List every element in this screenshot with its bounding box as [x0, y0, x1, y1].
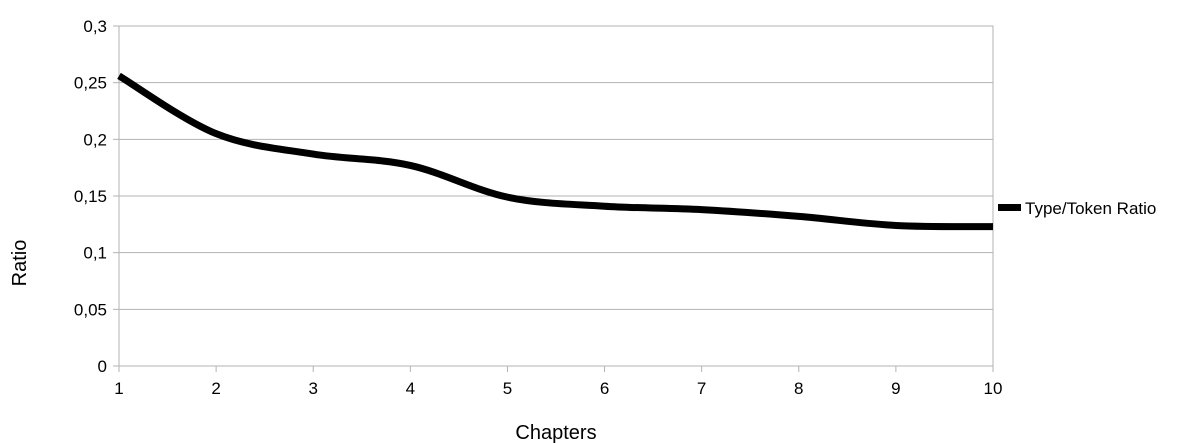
legend-label: Type/Token Ratio — [1025, 199, 1156, 218]
y-tick-label: 0,05 — [74, 300, 107, 319]
y-tick-label: 0,3 — [83, 17, 107, 36]
y-tick-label: 0,1 — [83, 244, 107, 263]
y-axis-label: Ratio — [9, 240, 31, 287]
x-axis-ticks: 1 2 3 4 5 6 7 8 9 10 — [114, 366, 1002, 398]
x-tick-label: 8 — [794, 379, 803, 398]
x-axis-label: Chapters — [515, 422, 596, 443]
legend: Type/Token Ratio — [998, 199, 1156, 218]
gridlines — [119, 25, 993, 310]
series-group — [117, 72, 994, 231]
x-tick-label: 1 — [114, 379, 123, 398]
x-tick-label: 10 — [984, 379, 1003, 398]
y-tick-label: 0,25 — [74, 74, 107, 93]
x-tick-label: 6 — [600, 379, 609, 398]
y-tick-label: 0 — [98, 357, 107, 376]
x-tick-label: 9 — [891, 379, 900, 398]
x-tick-label: 7 — [697, 379, 706, 398]
y-axis-ticks: 0 0,05 0,1 0,15 0,2 0,25 0,3 — [74, 17, 119, 376]
y-tick-label: 0,15 — [74, 187, 107, 206]
x-tick-label: 4 — [406, 379, 415, 398]
legend-swatch — [998, 204, 1021, 211]
x-tick-label: 2 — [211, 379, 220, 398]
y-tick-label: 0,2 — [83, 130, 107, 149]
x-tick-label: 5 — [503, 379, 512, 398]
series-line-type-token-ratio — [117, 72, 994, 231]
x-tick-label: 3 — [308, 379, 317, 398]
